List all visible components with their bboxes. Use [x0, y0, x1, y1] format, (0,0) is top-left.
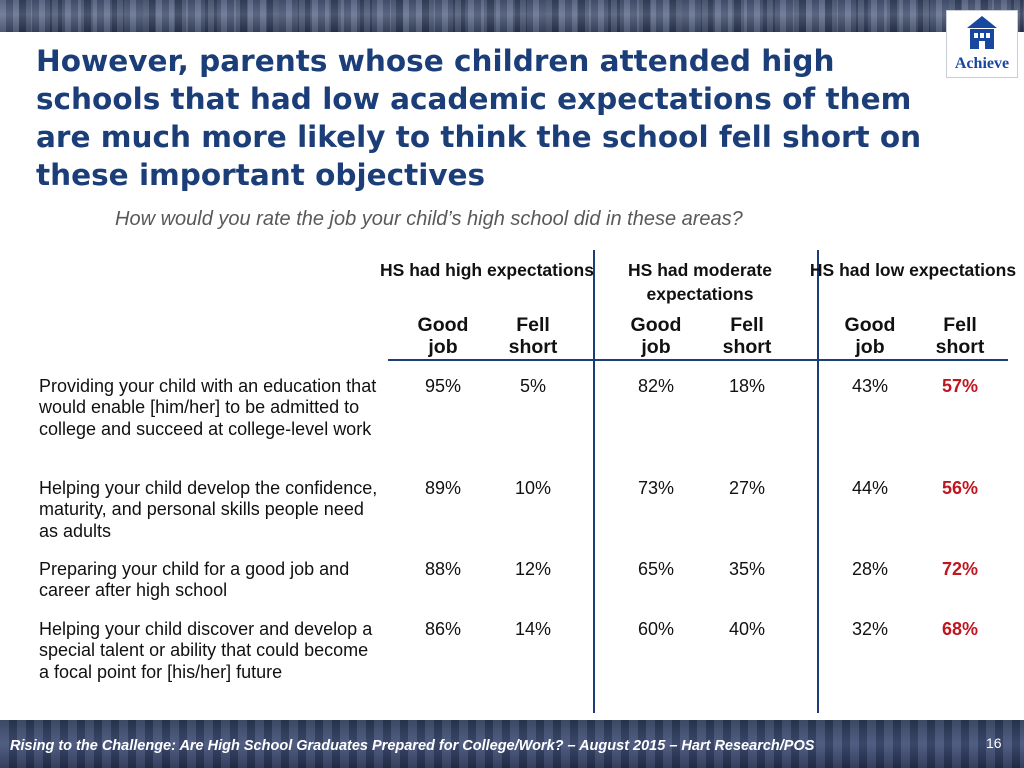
- page-number: 16: [986, 735, 1002, 751]
- data-cell: 40%: [728, 619, 766, 639]
- data-cell: 28%: [851, 559, 889, 579]
- row-label: Helping your child discover and develop …: [39, 619, 373, 682]
- data-cell: 73%: [637, 478, 675, 498]
- data-cell: 57%: [941, 376, 979, 396]
- row-label: Helping your child develop the confidenc…: [39, 478, 378, 541]
- group-header: HS had moderate expectations: [628, 260, 772, 304]
- column-header: Good job: [844, 314, 896, 358]
- achieve-logo: Achieve: [946, 10, 1018, 78]
- data-cell: 86%: [424, 619, 462, 639]
- column-header: Good job: [630, 314, 682, 358]
- school-building-icon: [967, 16, 997, 49]
- column-header: Fell short: [722, 314, 772, 358]
- survey-question: How would you rate the job your child’s …: [115, 208, 743, 230]
- footer-bar: Rising to the Challenge: Are High School…: [0, 720, 1024, 768]
- column-header: Fell short: [935, 314, 985, 358]
- data-cell: 14%: [514, 619, 552, 639]
- group-divider: [593, 250, 595, 713]
- data-cell: 68%: [941, 619, 979, 639]
- column-header: Fell short: [508, 314, 558, 358]
- data-cell: 60%: [637, 619, 675, 639]
- data-cell: 82%: [637, 376, 675, 396]
- data-cell: 18%: [728, 376, 766, 396]
- data-cell: 44%: [851, 478, 889, 498]
- header-rule: [388, 359, 1008, 361]
- column-header: Good job: [417, 314, 469, 358]
- data-cell: 12%: [514, 559, 552, 579]
- row-label: Providing your child with an education t…: [39, 376, 377, 439]
- data-cell: 5%: [519, 376, 546, 396]
- data-cell: 10%: [514, 478, 552, 498]
- data-cell: 88%: [424, 559, 462, 579]
- data-cell: 32%: [851, 619, 889, 639]
- footer-source: Rising to the Challenge: Are High School…: [10, 738, 815, 754]
- row-label: Preparing your child for a good job and …: [39, 559, 350, 601]
- data-cell: 35%: [728, 559, 766, 579]
- results-table: HS had high expectations Good job Fell sho…: [0, 250, 1024, 720]
- data-cell: 43%: [851, 376, 889, 396]
- slide-title: However, parents whose children attended…: [36, 44, 922, 192]
- group-divider: [817, 250, 819, 713]
- data-cell: 95%: [424, 376, 462, 396]
- data-cell: 27%: [728, 478, 766, 498]
- data-cell: 56%: [941, 478, 979, 498]
- data-cell: 89%: [424, 478, 462, 498]
- data-cell: 72%: [941, 559, 979, 579]
- data-cell: 65%: [637, 559, 675, 579]
- group-header: HS had high expectations: [380, 260, 594, 280]
- logo-wordmark: Achieve: [954, 55, 1010, 72]
- header-photo-banner: [0, 0, 1024, 32]
- group-header: HS had low expectations: [809, 260, 1017, 280]
